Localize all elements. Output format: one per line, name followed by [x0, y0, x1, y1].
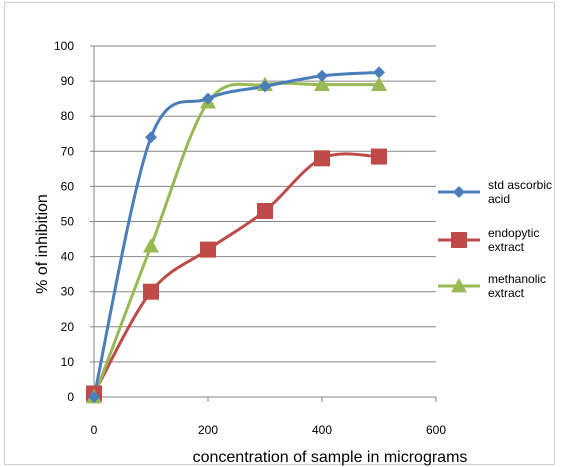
data-point-s2-4	[314, 76, 330, 92]
y-axis-title: % of inhibition	[34, 194, 51, 294]
x-axis-title: concentration of sample in micrograms	[193, 449, 468, 466]
y-tick-label-70: 70	[61, 144, 75, 158]
y-tick-label-10: 10	[61, 355, 75, 369]
series-line-0	[92, 70, 381, 399]
x-tick-label-600: 600	[426, 423, 446, 437]
data-point-s0-1	[145, 131, 157, 144]
data-point-s2-5	[371, 76, 387, 92]
y-tick-label-0: 0	[67, 390, 74, 404]
series-line-2	[92, 81, 381, 399]
series-lines	[86, 66, 387, 404]
x-tick-label-200: 200	[198, 423, 218, 437]
data-point-s0-4	[316, 69, 328, 82]
y-tick-label-60: 60	[61, 179, 75, 193]
data-point-s1-3	[257, 202, 273, 219]
tick-labels: 0 10 20 30 40 50 60 70 80 90 100 0 200 400 600	[54, 39, 446, 437]
data-point-s1-5	[371, 148, 387, 165]
data-point-s1-2	[200, 241, 216, 258]
y-tick-label-40: 40	[61, 250, 75, 264]
legend-marker-1	[451, 232, 467, 248]
data-point-s0-5	[373, 66, 385, 79]
legend-label-line: std ascorbic	[488, 178, 552, 192]
data-point-s2-1	[143, 238, 159, 253]
y-tick-label-30: 30	[61, 285, 75, 299]
legend-marker-0	[453, 186, 465, 198]
legend-label-0: std ascorbic acid	[488, 178, 552, 206]
gridlines	[94, 45, 436, 398]
axes	[90, 45, 437, 402]
data-point-s0-3	[259, 80, 271, 93]
data-point-s1-1	[143, 283, 159, 300]
legend-label-line: extract	[488, 240, 525, 254]
y-tick-label-20: 20	[61, 320, 75, 334]
y-tick-label-80: 80	[61, 109, 75, 123]
data-point-s1-4	[314, 150, 330, 167]
legend-label-2: methanolic extract	[488, 272, 546, 300]
legend-marker-2	[451, 278, 467, 293]
x-tick-label-0: 0	[91, 423, 98, 437]
legend-label-1: endopytic extract	[488, 226, 539, 254]
data-point-s0-2	[202, 92, 214, 105]
y-tick-label-90: 90	[61, 74, 75, 88]
legend-label-line: acid	[488, 192, 510, 206]
legend-label-line: methanolic	[488, 272, 546, 286]
legend-label-line: extract	[488, 286, 525, 300]
data-point-s0-0	[88, 391, 100, 403]
x-tick-label-400: 400	[312, 423, 332, 437]
y-tick-label-50: 50	[61, 215, 75, 229]
legend-label-line: endopytic	[488, 226, 539, 240]
y-tick-label-100: 100	[54, 39, 74, 53]
